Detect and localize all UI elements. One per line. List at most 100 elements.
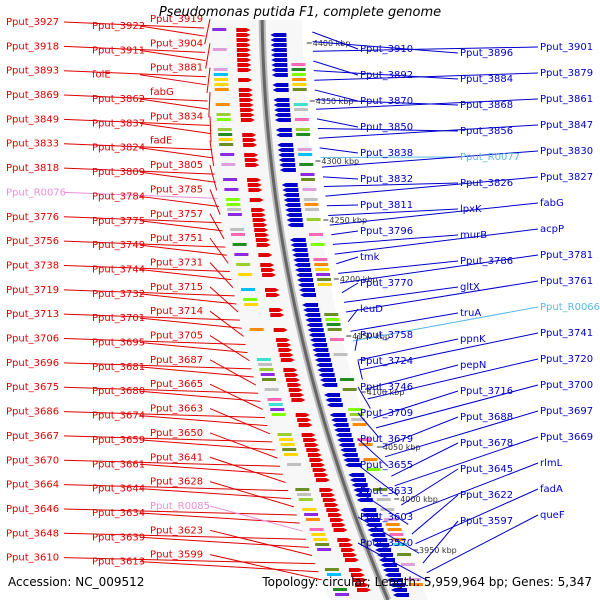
- reverse-gene-arrow: [355, 493, 372, 497]
- cog-category-bar: [220, 153, 235, 156]
- gene-label-left: Pput_3664: [6, 480, 59, 491]
- gene-label-left: Pput_3670: [6, 455, 59, 466]
- reverse-gene-arrow: [338, 443, 355, 447]
- forward-gene-arrow: [240, 118, 255, 122]
- connector-line: [209, 262, 234, 289]
- gene-label-left: Pput_3833: [6, 139, 59, 150]
- connector-line: [357, 386, 371, 409]
- forward-gene-arrow: [287, 383, 302, 387]
- forward-gene-arrow: [249, 198, 264, 202]
- connector-line: [357, 490, 409, 525]
- cog-category-bar: [358, 443, 373, 446]
- reverse-gene-arrow: [386, 578, 403, 582]
- connector-line: [357, 464, 399, 496]
- reverse-gene-arrow: [290, 243, 307, 247]
- forward-gene-arrow: [251, 208, 266, 212]
- gene-label-right: Pput_3786: [460, 256, 513, 267]
- forward-gene-arrow: [245, 163, 260, 167]
- gene-label-left: folE: [92, 70, 111, 81]
- forward-gene-arrow: [239, 93, 254, 97]
- reverse-gene-arrow: [351, 483, 368, 487]
- gene-label-left: Pput_3862: [92, 94, 145, 105]
- forward-gene-arrow: [324, 503, 339, 507]
- reverse-gene-arrow: [272, 88, 289, 92]
- cog-category-bar: [329, 338, 344, 341]
- cog-category-bar: [408, 583, 423, 586]
- forward-gene-arrow: [328, 513, 343, 517]
- gene-label-left: Pput_3824: [92, 143, 145, 154]
- connector-line: [357, 412, 380, 438]
- forward-gene-arrow: [315, 478, 330, 482]
- reverse-gene-arrow: [281, 183, 298, 187]
- reverse-gene-arrow: [331, 418, 348, 422]
- reverse-gene-arrow: [360, 508, 377, 512]
- cog-category-bar: [277, 433, 292, 436]
- connector-line: [63, 508, 297, 516]
- reverse-gene-arrow: [273, 98, 290, 102]
- cog-category-bar: [317, 548, 332, 551]
- gene-label-left: Pput_3706: [6, 334, 59, 345]
- forward-gene-arrow: [288, 388, 303, 392]
- connector-line: [139, 147, 213, 159]
- cog-category-bar: [259, 368, 274, 371]
- reverse-gene-arrow: [311, 343, 328, 347]
- forward-gene-arrow: [236, 43, 251, 47]
- forward-gene-arrow: [242, 138, 257, 142]
- cog-category-bar: [238, 273, 253, 276]
- connector-line: [139, 195, 219, 208]
- gene-label-left: Pput_3732: [92, 289, 145, 300]
- reverse-gene-arrow: [345, 463, 362, 467]
- reverse-gene-arrow: [287, 223, 304, 227]
- gene-label-left: Pput_3757: [150, 209, 203, 220]
- reverse-gene-arrow: [272, 83, 289, 87]
- forward-gene-arrow: [354, 583, 369, 587]
- cog-category-bar: [268, 403, 283, 406]
- gene-label-left: Pput_R0076: [6, 187, 66, 198]
- connector-line: [209, 335, 250, 362]
- reverse-gene-arrow: [306, 323, 323, 327]
- cog-category-bar: [309, 233, 324, 236]
- connector-line: [206, 67, 211, 93]
- forward-gene-arrow: [248, 188, 263, 192]
- cog-category-bar: [291, 68, 306, 71]
- cog-category-bar: [313, 538, 328, 541]
- connector-line: [63, 118, 210, 126]
- connector-line: [63, 94, 208, 102]
- gene-label-left: fabG: [150, 87, 174, 98]
- connector-line: [391, 442, 459, 477]
- forward-gene-arrow: [260, 263, 275, 267]
- reverse-gene-arrow: [380, 563, 397, 567]
- cog-category-bar: [213, 68, 228, 71]
- reverse-gene-arrow: [285, 213, 302, 217]
- reverse-gene-arrow: [314, 358, 331, 362]
- forward-gene-arrow: [297, 418, 312, 422]
- connector-line: [318, 124, 539, 139]
- gene-label-right: Pput_3655: [360, 460, 413, 471]
- gene-label-right: lpxK: [460, 204, 482, 215]
- gene-label-left: Pput_3849: [6, 114, 59, 125]
- connector-line: [359, 332, 539, 371]
- forward-gene-arrow: [273, 328, 288, 332]
- gene-label-right: Pput_3688: [460, 412, 513, 423]
- connector-line: [320, 156, 459, 159]
- gene-label-right: fadA: [540, 484, 563, 495]
- gene-label-right: Pput_3741: [540, 328, 593, 339]
- reverse-gene-arrow: [308, 333, 325, 337]
- connector-line: [312, 41, 459, 54]
- cog-category-bar: [351, 418, 366, 421]
- connector-line: [209, 310, 244, 337]
- gene-label-right: Pput_3826: [460, 178, 513, 189]
- reverse-gene-arrow: [284, 203, 301, 207]
- forward-gene-arrow: [343, 553, 358, 557]
- forward-gene-arrow: [244, 153, 259, 157]
- cog-category-bar: [267, 398, 282, 401]
- cog-category-bar: [335, 593, 350, 596]
- gene-label-right: Pput_3832: [360, 174, 413, 185]
- reverse-gene-arrow: [292, 253, 309, 257]
- forward-gene-arrow: [314, 473, 329, 477]
- gene-label-left: Pput_3805: [150, 160, 203, 171]
- connector-line: [209, 164, 218, 191]
- connector-line: [329, 202, 539, 226]
- gene-label-left: Pput_3667: [6, 431, 59, 442]
